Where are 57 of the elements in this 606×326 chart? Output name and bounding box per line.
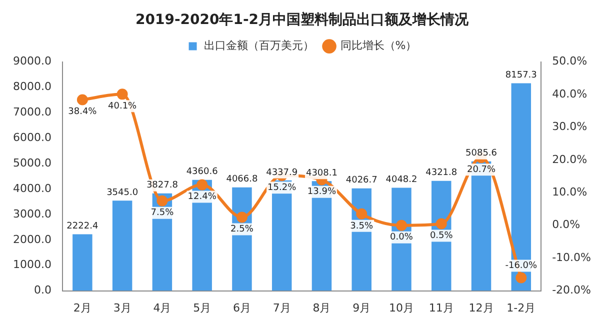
y2-tick-label: 50.0%	[552, 54, 588, 68]
x-tick-label: 12月	[468, 301, 494, 314]
y2-tick-label: 30.0%	[552, 120, 588, 134]
data-label: 4048.2	[386, 175, 418, 186]
data-label: 3.5%	[350, 221, 374, 232]
data-label: 4308.1	[306, 168, 338, 179]
x-tick-label: 6月	[232, 301, 251, 314]
y-tick-label: 8000.0	[12, 80, 52, 94]
data-label: 4337.9	[266, 168, 298, 178]
data-label: 4360.6	[186, 167, 218, 178]
data-label: 3827.8	[146, 180, 178, 191]
y2-tick-label: -20.0%	[552, 284, 592, 297]
y2-tick-label: 40.0%	[552, 87, 588, 100]
data-label: 2222.4	[66, 222, 98, 232]
legend-label: 出口金额（百万美元）	[204, 39, 314, 52]
y2-tick-label: 20.0%	[552, 152, 588, 166]
data-label: 4321.8	[426, 168, 458, 178]
y-tick-label: 7000.0	[12, 106, 52, 119]
y2-tick-label: -10.0%	[552, 250, 592, 264]
data-label: 3545.0	[106, 188, 138, 198]
y-tick-label: 9000.0	[12, 54, 52, 68]
chart-title: 2019-2020年1-2月中国塑料制品出口额及增长情况	[135, 11, 470, 28]
y2-tick-label: 10.0%	[552, 186, 588, 199]
data-label: 0.0%	[390, 232, 414, 243]
data-label: 20.7%	[466, 164, 496, 175]
data-label: 8157.3	[505, 70, 537, 81]
data-label: -16.0%	[505, 261, 538, 272]
data-label: 2.5%	[230, 224, 254, 235]
x-tick-label: 11月	[428, 301, 454, 314]
data-label: 15.2%	[268, 182, 297, 193]
x-tick-label: 7月	[272, 301, 291, 314]
y2-tick-label: 0.0%	[552, 218, 580, 232]
data-label: 38.4%	[68, 107, 98, 118]
data-label: 12.4%	[188, 192, 217, 202]
x-tick-label: 3月	[113, 301, 132, 314]
x-tick-label: 8月	[312, 301, 331, 314]
y-tick-label: 6000.0	[12, 130, 52, 144]
data-label: 4026.7	[346, 176, 378, 186]
x-tick-label: 1-2月	[506, 301, 536, 314]
legend-label: 同比增长（%）	[340, 39, 417, 52]
x-tick-label: 10月	[388, 301, 414, 314]
y-tick-label: 5000.0	[12, 156, 52, 170]
y-tick-label: 0.0	[34, 284, 52, 297]
data-label: 5085.6	[466, 148, 498, 159]
y-tick-label: 3000.0	[12, 207, 52, 220]
y-tick-label: 4000.0	[12, 182, 52, 195]
data-label: 40.1%	[108, 102, 138, 112]
data-label: 4066.8	[226, 174, 258, 185]
x-tick-label: 4月	[153, 301, 172, 314]
data-label: 13.9%	[307, 187, 336, 198]
data-label: 7.5%	[150, 208, 174, 218]
y-tick-label: 2000.0	[12, 232, 52, 246]
x-tick-label: 9月	[352, 301, 371, 314]
y-tick-label: 1000.0	[12, 258, 52, 272]
x-tick-label: 2月	[73, 301, 92, 314]
data-label: 0.5%	[430, 231, 454, 242]
x-tick-label: 5月	[193, 301, 212, 314]
